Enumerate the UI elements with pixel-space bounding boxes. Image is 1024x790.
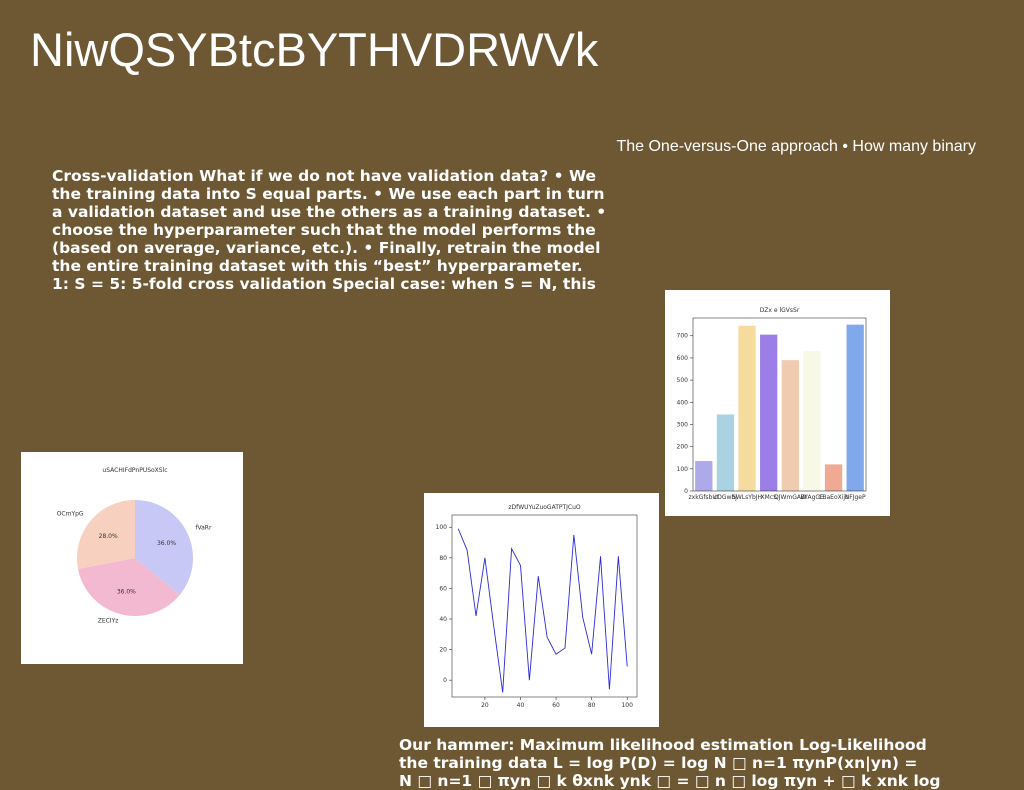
y-tick-label: 80: [439, 555, 447, 562]
subtitle: The One-versus-One approach • How many b…: [616, 138, 976, 155]
value-label: 28.0%: [99, 533, 118, 540]
text-line: a validation dataset and use the others …: [52, 203, 607, 221]
bar: [738, 325, 756, 491]
axes-frame: [451, 514, 638, 698]
text-line: 1: S = 5: 5-fold cross validation Specia…: [52, 275, 596, 293]
y-tick-label: 0: [443, 677, 447, 684]
pie-chart: uSACHIFdPnPUSoXSlc fVaRr 36.0% ZECIYz 36.0% O…: [21, 452, 243, 664]
bar: [716, 414, 735, 491]
bar-chart: DZx e lGVsSr 0 100 200 300 400 500 600 700 zxkGfs…: [665, 290, 890, 516]
bar: [803, 351, 821, 491]
text-line: the training data L = log P(D) = log N □…: [399, 754, 918, 772]
chart-title: zDfWUYuZuoGATPTJCuO: [508, 504, 581, 511]
y-tick-label: 100: [677, 466, 689, 473]
x-tick-label: 20: [481, 702, 489, 709]
pie-slice: [78, 558, 180, 616]
pie-slice: [77, 500, 135, 569]
x-tick-label: QJWmGAW: [774, 494, 807, 501]
slide-title: NiwQSYBtcBYTHVDRWVk: [30, 23, 599, 76]
bar: [760, 334, 778, 491]
body-text: Cross-validation What if we do not have …: [52, 167, 606, 293]
value-label: 36.0%: [157, 540, 176, 547]
pie-slice: [135, 500, 193, 595]
bar: [846, 324, 864, 491]
bar: [781, 360, 799, 491]
y-tick-label: 100: [436, 524, 448, 531]
x-tick-label: 40: [517, 702, 525, 709]
slice-label: ZECIYz: [98, 618, 119, 625]
x-tick-label: 100: [621, 702, 633, 709]
y-tick-label: 40: [439, 616, 447, 623]
x-tick-label: 80: [588, 702, 596, 709]
text-line: Cross-validation What if we do not have …: [52, 167, 597, 185]
x-tick-label: zxkGfsbUt: [689, 494, 720, 501]
text-line: the entire training dataset with this “b…: [52, 257, 583, 275]
x-tick-label: NFJgeP: [845, 494, 866, 501]
y-tick-label: 60: [439, 585, 447, 592]
x-tick-label: SWLsYbJH: [732, 494, 762, 501]
y-tick-label: 600: [677, 355, 689, 362]
slice-label: OCmYpG: [57, 510, 84, 517]
x-tick-label: BYAgCE: [800, 494, 823, 501]
y-tick-label: 400: [677, 399, 689, 406]
x-tick-label: 60: [552, 702, 560, 709]
x-tick-label: cDGwbj: [714, 494, 737, 501]
y-tick-label: 500: [677, 377, 689, 384]
y-tick-label: 20: [439, 647, 447, 654]
text-line: the training data into S equal parts. • …: [52, 185, 605, 203]
bar: [824, 464, 843, 491]
footer-text: Our hammer: Maximum likelihood estimatio…: [399, 736, 941, 790]
y-tick-label: 300: [677, 421, 689, 428]
axes-frame: [692, 317, 867, 492]
chart-title: DZx e lGVsSr: [760, 307, 800, 314]
chart-title: uSACHIFdPnPUSoXSlc: [102, 467, 167, 474]
text-line: choose the hyperparameter such that the …: [52, 221, 596, 239]
line-chart: zDfWUYuZuoGATPTJCuO 0 20 40 60 80 100 20 40 60 80 1…: [424, 493, 659, 727]
bar: [695, 461, 713, 491]
text-line: (based on average, variance, etc.). • Fi…: [52, 239, 601, 257]
value-label: 36.0%: [117, 589, 136, 596]
x-tick-label: CBaEoXijb: [818, 494, 849, 501]
text-line: Our hammer: Maximum likelihood estimatio…: [399, 736, 927, 754]
data-line: [457, 528, 628, 693]
y-tick-label: 700: [677, 333, 689, 340]
y-tick-label: 0: [684, 488, 688, 495]
slice-label: fVaRr: [195, 525, 212, 532]
text-line: N □ n=1 □ πyn □ k θxnk ynk □ = □ n □ log…: [399, 772, 941, 790]
x-tick-label: XMcS: [760, 494, 777, 501]
y-tick-label: 200: [677, 444, 689, 451]
